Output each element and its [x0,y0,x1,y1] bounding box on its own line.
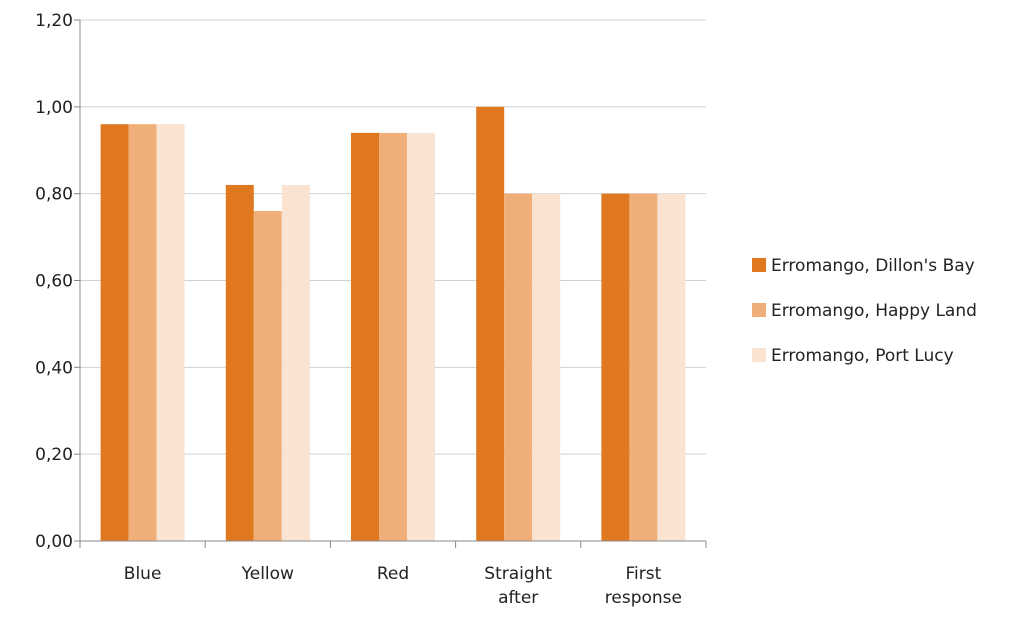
bar [351,132,379,541]
y-tick-label: 1,20 [35,11,73,31]
x-tick-label: First response [605,564,682,608]
legend-swatch [752,303,766,317]
bar [532,193,561,541]
bar [629,193,658,541]
bar [379,132,407,541]
bar [100,124,129,541]
y-tick-label: 1,00 [35,98,73,118]
x-tick-label: Blue [124,564,162,584]
legend: Erromango, Dillon's Bay Erromango, Happy … [752,256,977,366]
axes: 0,00 0,20 0,40 0,60 0,80 1,00 1,20 Blue Yellow Re… [35,11,707,608]
legend-swatch [752,348,766,362]
y-tick-label: 0,00 [35,532,73,552]
bar [156,124,185,541]
bar [128,124,157,541]
bar [253,211,282,542]
x-tick-label: Straight after [484,564,552,608]
bar [504,193,533,541]
x-tick-label: Red [377,564,409,584]
bar [281,184,310,541]
bar [407,132,435,541]
legend-swatch [752,258,766,272]
x-tick-label: Yellow [241,564,294,584]
bar [657,193,686,541]
legend-label: Erromango, Happy Land [771,301,977,321]
bar [225,184,254,541]
y-tick-label: 0,20 [35,445,73,465]
y-tick-label: 0,60 [35,272,73,292]
legend-label: Erromango, Dillon's Bay [771,256,975,276]
y-tick-label: 0,40 [35,358,73,378]
y-tick-label: 0,80 [35,185,73,205]
bars [100,106,686,542]
bar [476,106,505,541]
bar [601,193,630,541]
legend-label: Erromango, Port Lucy [771,346,954,366]
